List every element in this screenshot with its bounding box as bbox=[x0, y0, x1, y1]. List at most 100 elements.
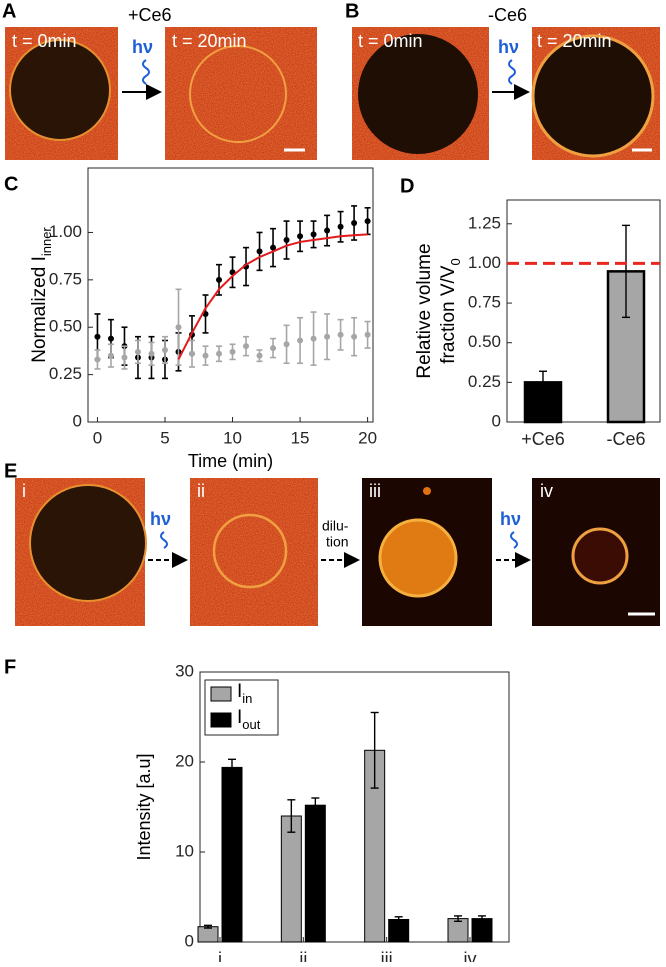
bar bbox=[471, 918, 493, 943]
bar bbox=[280, 815, 302, 943]
text-part: fraction V/V bbox=[438, 265, 459, 364]
point bbox=[337, 223, 344, 230]
image-label: i bbox=[22, 481, 26, 501]
y-tick-label: 0.25 bbox=[468, 372, 501, 391]
y-axis-label: Relative volume bbox=[414, 243, 435, 378]
point bbox=[351, 333, 358, 340]
x-tick-label: -Ce6 bbox=[606, 429, 645, 449]
y-tick-label: 1.00 bbox=[468, 253, 501, 272]
panel-label: F bbox=[4, 656, 16, 678]
text-part: Normalized I bbox=[29, 256, 50, 363]
y-tick-label: 1.00 bbox=[49, 222, 82, 241]
text-part: Relative volume bbox=[414, 243, 435, 378]
y-tick-label: 10 bbox=[175, 841, 194, 860]
y-tick-label: 0.50 bbox=[468, 332, 501, 351]
point bbox=[216, 350, 223, 357]
point bbox=[189, 350, 196, 357]
x-axis-label: Time (min) bbox=[188, 451, 273, 471]
point bbox=[256, 248, 263, 255]
x-tick-label: 15 bbox=[291, 428, 310, 447]
point bbox=[121, 354, 128, 361]
point bbox=[337, 331, 344, 338]
bar bbox=[447, 918, 469, 943]
point bbox=[364, 331, 371, 338]
bar bbox=[304, 804, 326, 943]
image-label: iv bbox=[540, 481, 553, 501]
time-label: t = 0min bbox=[358, 31, 423, 51]
wavy bbox=[510, 531, 518, 549]
time-label: t = 20min bbox=[172, 31, 247, 51]
panel-label: D bbox=[400, 175, 414, 197]
micrograph bbox=[190, 478, 318, 626]
subscript: out bbox=[242, 717, 260, 732]
time-label: t = 20min bbox=[537, 31, 612, 51]
point bbox=[310, 231, 317, 238]
x-tick-label: i bbox=[218, 949, 222, 962]
subscript: 0 bbox=[448, 258, 463, 265]
condition: +Ce6 bbox=[128, 5, 172, 25]
y-axis-label: fraction V/V0 bbox=[438, 258, 463, 363]
y-axis-label: Intensity [a.u] bbox=[134, 753, 154, 860]
point bbox=[324, 227, 331, 234]
point bbox=[310, 335, 317, 342]
y-tick-label: 0.75 bbox=[49, 269, 82, 288]
y-tick-label: 0 bbox=[185, 931, 194, 950]
wavy bbox=[142, 59, 150, 85]
light-label: hν bbox=[498, 37, 519, 57]
y-tick-label: 0 bbox=[73, 411, 82, 430]
micrograph bbox=[532, 478, 660, 626]
wavy bbox=[508, 59, 516, 85]
legend-label: Iin bbox=[237, 681, 252, 706]
point bbox=[297, 337, 304, 344]
micrograph bbox=[531, 27, 660, 160]
x-tick-label: 5 bbox=[160, 428, 169, 447]
y-tick-label: 0.75 bbox=[468, 293, 501, 312]
point bbox=[216, 276, 223, 283]
condition: -Ce6 bbox=[488, 5, 527, 25]
subscript: inner bbox=[39, 227, 54, 257]
y-tick-label: 0 bbox=[492, 411, 501, 430]
point bbox=[270, 345, 277, 352]
point bbox=[161, 346, 168, 353]
text-part: I bbox=[237, 707, 242, 728]
time-label: t = 0min bbox=[12, 31, 77, 51]
panel-label: B bbox=[345, 0, 359, 22]
image-label: ii bbox=[197, 481, 205, 501]
bar bbox=[197, 926, 219, 943]
point bbox=[229, 348, 236, 355]
point bbox=[283, 237, 290, 244]
light-label: hν bbox=[150, 509, 171, 529]
x-tick-label: 20 bbox=[358, 428, 377, 447]
y-tick-label: 30 bbox=[175, 661, 194, 680]
point bbox=[283, 341, 290, 348]
panel-label: C bbox=[4, 173, 18, 195]
panel-label: A bbox=[2, 0, 16, 22]
point bbox=[243, 343, 250, 350]
x-tick-label: +Ce6 bbox=[521, 429, 565, 449]
x-tick-label: iii bbox=[381, 949, 393, 962]
wavy bbox=[160, 531, 168, 549]
legend-swatch bbox=[210, 686, 232, 702]
legend-swatch bbox=[210, 712, 232, 728]
point bbox=[148, 350, 155, 357]
x-tick-label: ii bbox=[299, 949, 307, 962]
subscript: in bbox=[242, 691, 252, 706]
point bbox=[270, 244, 277, 251]
y-tick-label: 0.50 bbox=[49, 317, 82, 336]
point bbox=[175, 324, 182, 331]
point bbox=[324, 333, 331, 340]
bar bbox=[221, 766, 243, 943]
panel-label: E bbox=[4, 460, 17, 482]
point bbox=[256, 352, 263, 359]
step-label: tion bbox=[326, 534, 349, 550]
text-part: I bbox=[237, 681, 242, 702]
micrograph bbox=[165, 27, 317, 160]
point bbox=[94, 356, 101, 363]
y-tick-label: 0.25 bbox=[49, 364, 82, 383]
light-label: hν bbox=[132, 37, 153, 57]
y-tick-label: 20 bbox=[175, 751, 194, 770]
point bbox=[364, 218, 371, 225]
micrograph bbox=[5, 27, 118, 160]
point bbox=[107, 352, 114, 359]
point bbox=[94, 333, 101, 340]
